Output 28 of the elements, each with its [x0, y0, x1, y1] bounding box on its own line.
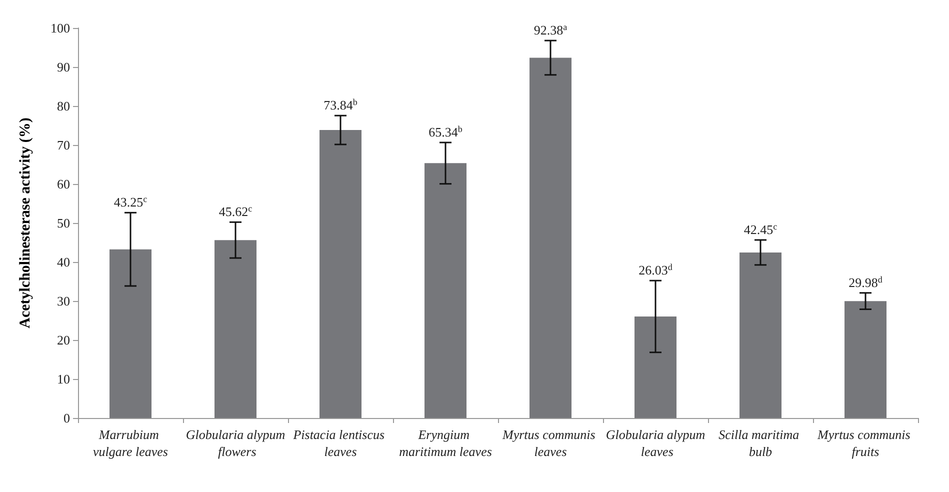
bar	[424, 163, 466, 418]
y-axis-title: Acetylcholinesterase activity (%)	[18, 118, 34, 328]
bar	[214, 240, 256, 418]
x-tick-label: Scilla maritima bulb	[718, 427, 802, 459]
y-tick-label: 0	[64, 410, 70, 426]
y-tick-label: 90	[57, 60, 70, 74]
bar	[740, 252, 782, 418]
y-tick-label: 60	[57, 176, 70, 192]
x-tick-label: Pistacia lentiscus leaves	[292, 427, 388, 459]
bar	[320, 130, 362, 418]
x-tick-label: Myrtus communis leaves	[501, 427, 599, 459]
y-tick-label: 70	[57, 138, 70, 152]
y-tick-label: 40	[57, 254, 70, 270]
y-tick-label: 50	[57, 216, 70, 230]
x-tick-label: Globularia alypum leaves	[606, 427, 706, 459]
y-tick-label: 80	[57, 98, 70, 114]
x-tick-label: Globularia alypum flowers	[186, 427, 286, 459]
y-tick-label: 20	[57, 332, 70, 348]
bar	[844, 301, 886, 418]
y-tick-label: 30	[57, 294, 70, 308]
bar	[110, 249, 152, 418]
y-tick-label: 10	[57, 372, 70, 386]
bar	[530, 58, 572, 418]
bar	[634, 316, 676, 418]
x-tick-label: Myrtus communis fruits	[816, 427, 914, 459]
x-tick-label: Eryngium maritimum leaves	[399, 427, 492, 459]
y-tick-label: 100	[50, 20, 70, 36]
x-tick-label: Marrubium vulgare leaves	[93, 427, 168, 459]
